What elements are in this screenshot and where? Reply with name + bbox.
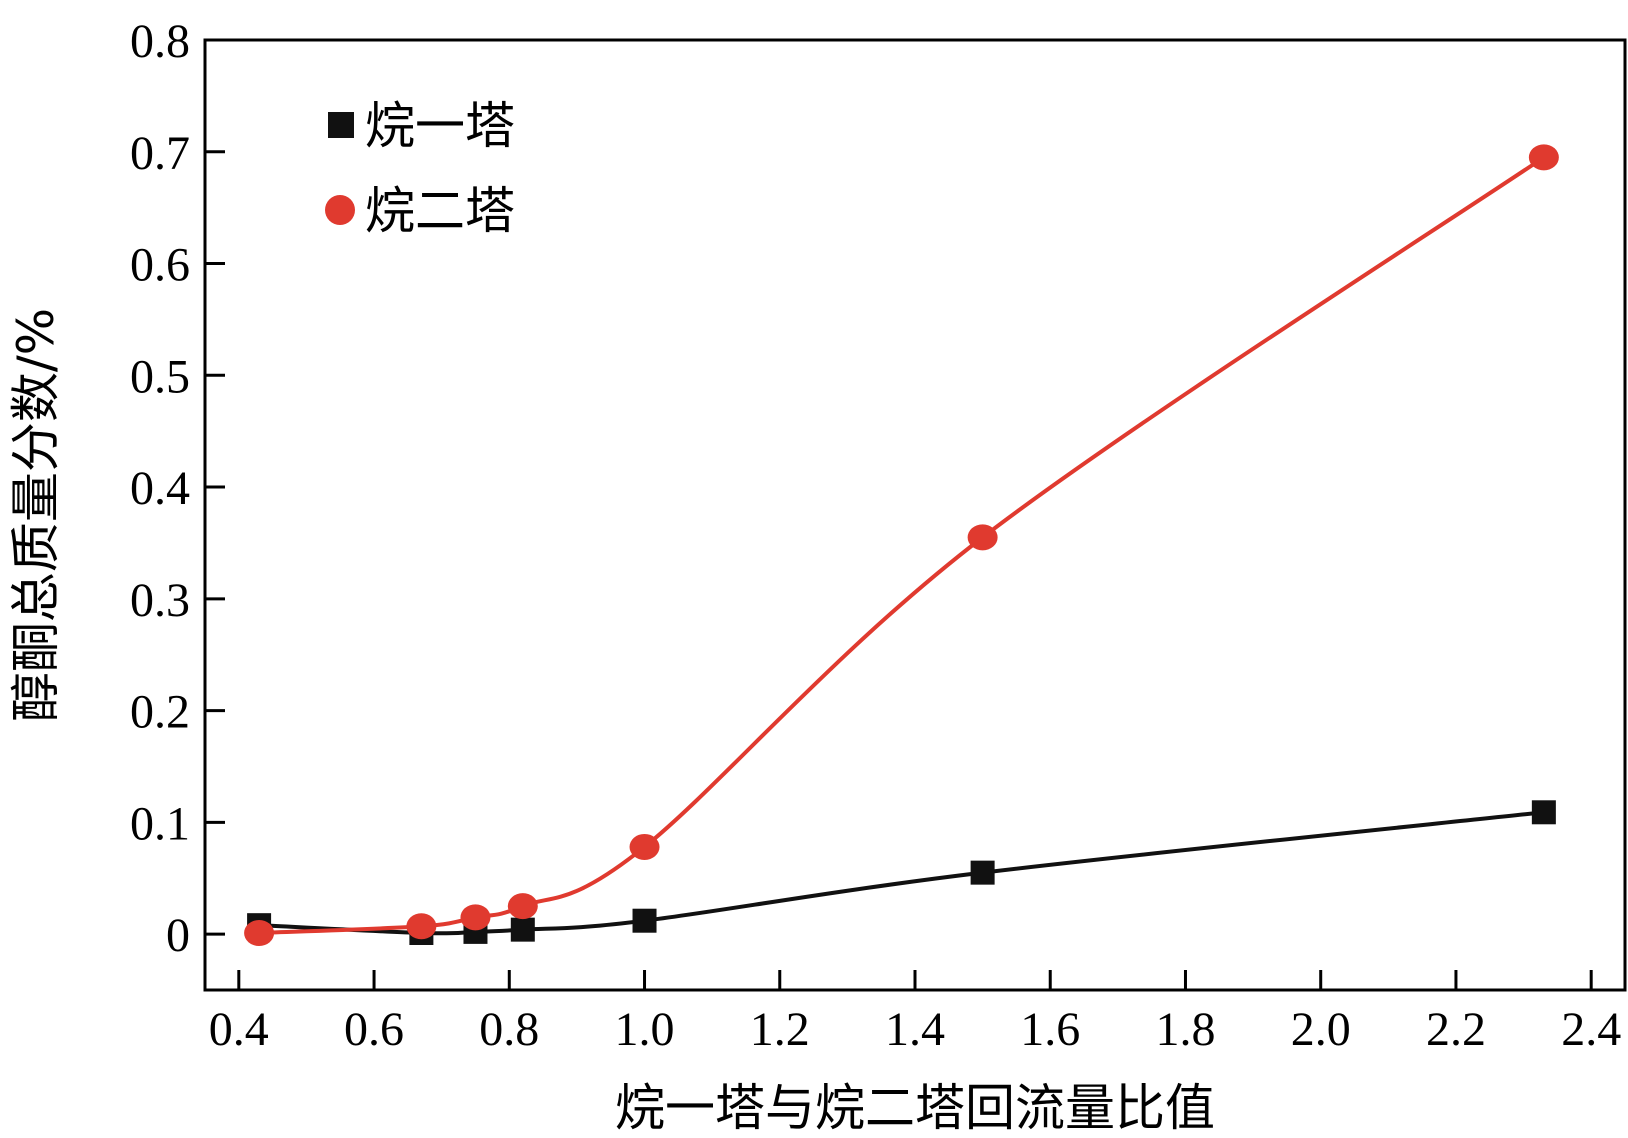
y-tick-label: 0.3 xyxy=(130,574,190,627)
data-point-square xyxy=(510,917,535,942)
y-tick-label: 0.8 xyxy=(130,15,190,68)
data-point-circle xyxy=(244,920,275,946)
x-tick-label: 0.8 xyxy=(479,1003,539,1056)
x-tick-label: 1.8 xyxy=(1155,1003,1215,1056)
x-tick-label: 0.4 xyxy=(209,1003,269,1056)
x-tick-label: 1.2 xyxy=(750,1003,810,1056)
y-axis-title: 醇酮总质量分数/% xyxy=(7,308,65,722)
series-layer xyxy=(244,144,1559,946)
legend-label-series-2: 烷二塔 xyxy=(365,182,515,240)
x-tick-label: 1.6 xyxy=(1020,1003,1080,1056)
data-point-circle xyxy=(406,913,437,940)
y-tick-label: 0.7 xyxy=(130,127,190,180)
legend: 烷一塔 烷二塔 xyxy=(325,97,515,240)
data-point-circle xyxy=(629,833,660,860)
data-point-circle xyxy=(1528,144,1559,171)
y-tick-label: 0.1 xyxy=(130,797,190,850)
x-tick-label: 1.4 xyxy=(885,1003,945,1056)
legend-label-series-1: 烷一塔 xyxy=(365,97,515,155)
data-point-square xyxy=(970,860,995,885)
y-axis-ticks: 0 0.1 0.2 0.3 0.4 0.5 0.6 0.7 0.8 xyxy=(130,15,225,962)
data-point-square xyxy=(632,908,657,933)
data-point-circle xyxy=(507,893,538,920)
y-tick-label: 0.4 xyxy=(130,462,190,515)
x-tick-label: 0.6 xyxy=(344,1003,404,1056)
x-axis-title: 烷一塔与烷二塔回流量比值 xyxy=(615,1079,1215,1137)
legend-marker-series-2 xyxy=(325,195,355,225)
data-point-square xyxy=(1531,800,1556,825)
series-2 xyxy=(244,144,1559,946)
y-tick-label: 0.6 xyxy=(130,239,190,292)
x-tick-label: 2.4 xyxy=(1561,1003,1621,1056)
x-tick-label: 2.0 xyxy=(1291,1003,1351,1056)
x-tick-label: 2.2 xyxy=(1426,1003,1486,1056)
data-point-circle xyxy=(967,524,998,551)
data-point-circle xyxy=(460,904,491,931)
x-axis-ticks: 0.4 0.6 0.8 1.0 1.2 1.4 1.6 1.8 2.0 2.2 2.4 xyxy=(209,970,1621,1056)
y-tick-label: 0.2 xyxy=(130,686,190,739)
legend-marker-series-1 xyxy=(328,112,354,138)
x-tick-label: 1.0 xyxy=(615,1003,675,1056)
y-tick-label: 0 xyxy=(166,909,190,962)
y-tick-label: 0.5 xyxy=(130,350,190,403)
